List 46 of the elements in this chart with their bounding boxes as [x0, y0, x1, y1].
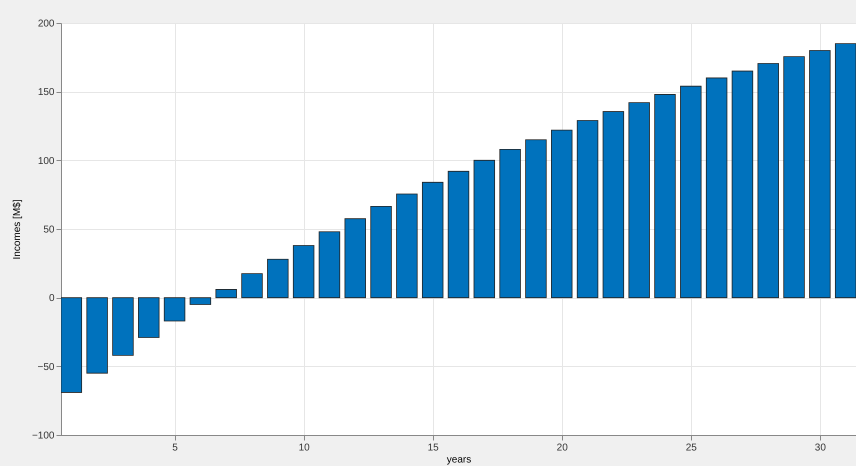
- bar: [834, 43, 856, 298]
- bar: [499, 148, 521, 298]
- y-tick-label: 150: [38, 87, 55, 98]
- bar: [680, 86, 702, 298]
- bar: [396, 194, 418, 298]
- x-tick-label: 5: [172, 442, 178, 454]
- bar: [654, 94, 676, 298]
- bar: [215, 289, 237, 298]
- bar: [61, 297, 82, 393]
- x-tick-label: 15: [428, 442, 440, 454]
- bar: [706, 78, 728, 298]
- x-axis-title: years: [446, 454, 472, 466]
- bar: [602, 111, 624, 298]
- bar: [551, 130, 572, 298]
- bar: [628, 102, 650, 298]
- y-tick-label: 100: [38, 156, 55, 167]
- x-tick-label: 25: [686, 442, 698, 454]
- bar: [112, 297, 134, 356]
- bar: [138, 297, 160, 338]
- bar: [241, 273, 263, 298]
- x-tick-label: 30: [814, 442, 826, 454]
- bar: [732, 70, 754, 298]
- bar: [576, 120, 598, 298]
- bar: [344, 218, 366, 298]
- x-tick-label: 20: [556, 442, 568, 454]
- bar: [190, 297, 212, 305]
- bar: [86, 297, 108, 374]
- bar: [422, 182, 444, 298]
- bar: [292, 245, 314, 298]
- bar: [809, 50, 831, 298]
- y-axis-title: Incomes [M$]: [12, 199, 23, 260]
- bar: [783, 56, 805, 298]
- bar: [525, 139, 547, 298]
- bar: [267, 258, 289, 298]
- y-tick-label: −50: [38, 362, 55, 373]
- x-tick-label: 10: [298, 442, 310, 454]
- y-tick-label: 50: [43, 224, 55, 236]
- y-tick-label: 200: [38, 18, 55, 30]
- y-tick-label: −100: [32, 430, 55, 442]
- bar: [758, 63, 779, 298]
- bar: [370, 206, 392, 298]
- bar: [164, 297, 186, 322]
- y-tick-label: 0: [48, 293, 55, 304]
- bar: [448, 170, 470, 298]
- bar: [318, 231, 340, 298]
- bar: [474, 160, 496, 298]
